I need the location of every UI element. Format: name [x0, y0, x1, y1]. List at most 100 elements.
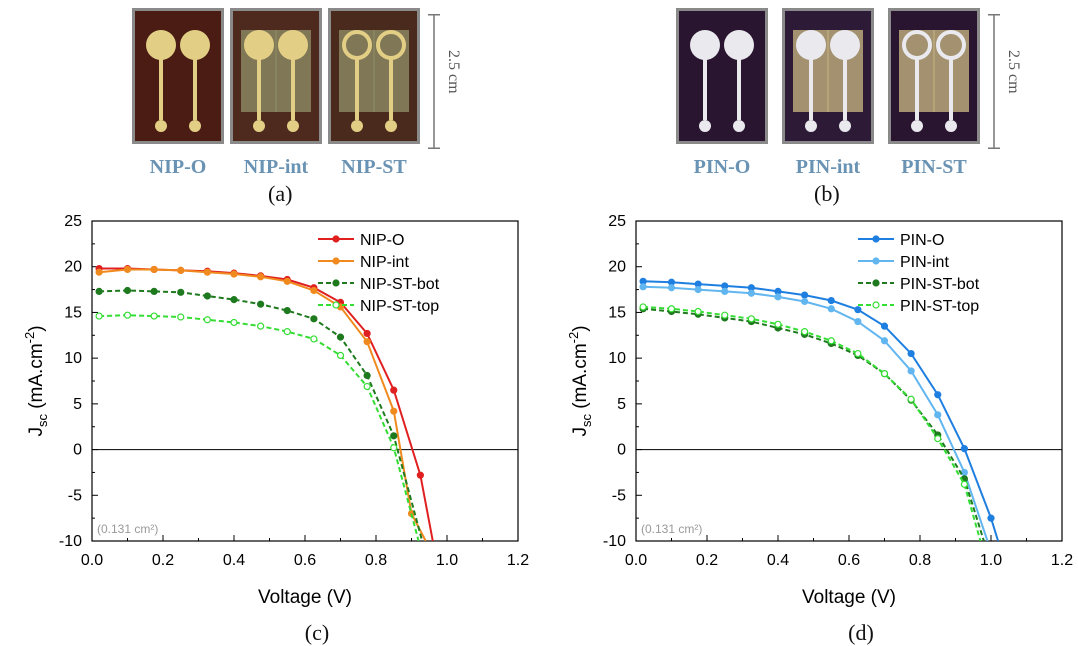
contact-tab-1 — [351, 120, 363, 132]
data-point — [336, 333, 345, 341]
contact-tab-1 — [699, 120, 711, 132]
series-nip-st-bot — [95, 286, 424, 541]
panel-label: (c) — [305, 620, 329, 645]
y-tick-label: -10 — [603, 533, 626, 550]
data-point — [854, 306, 862, 314]
data-point — [177, 313, 185, 321]
y-tick-label: 25 — [608, 213, 626, 230]
data-point — [934, 411, 942, 419]
legend-marker — [332, 279, 340, 287]
contact-lead-1 — [915, 58, 919, 120]
data-point — [123, 286, 132, 295]
data-point — [336, 351, 345, 359]
data-point — [257, 300, 265, 308]
series-line — [643, 305, 982, 541]
data-point — [854, 317, 862, 326]
series-pin-o — [639, 277, 1000, 541]
legend-marker — [872, 301, 880, 309]
data-point — [721, 287, 729, 295]
series-line — [643, 285, 989, 541]
contact-tab-2 — [189, 120, 201, 132]
x-axis-title: Voltage (V) — [258, 587, 352, 608]
sample-label-pin-int: PIN-int — [795, 156, 861, 178]
legend-marker — [872, 257, 880, 265]
data-point — [203, 316, 211, 324]
data-point — [747, 289, 755, 297]
data-point — [960, 468, 968, 477]
series-pin-int — [639, 283, 989, 541]
contact-tab-2 — [287, 120, 299, 132]
plot-frame — [635, 220, 1063, 542]
data-point — [363, 371, 371, 380]
contact-pad-1 — [244, 30, 274, 60]
contact-lead-2 — [843, 58, 847, 120]
data-point — [880, 370, 889, 378]
x-tick-label: 0.0 — [81, 552, 103, 569]
contact-lead-2 — [291, 58, 295, 120]
data-point — [854, 349, 862, 358]
data-point — [257, 273, 265, 281]
y-tick-label: 0 — [73, 442, 82, 459]
contact-tab-2 — [945, 120, 957, 132]
data-point — [203, 268, 211, 276]
sample-photo-pin-o — [676, 8, 768, 144]
y-tick-label: 10 — [64, 350, 82, 367]
data-point — [230, 296, 238, 304]
contact-tab-1 — [805, 120, 817, 132]
data-point — [230, 318, 238, 327]
chart-panel-c: 0.0 0.2 0.4 0.6 0.8 1.0 1.2 -10 -5 0 5 10 15 20 25 Volt… — [22, 213, 529, 645]
data-point — [934, 391, 942, 399]
contact-pad-1 — [796, 30, 826, 60]
legend-marker — [332, 235, 340, 243]
contact-lead-1 — [159, 58, 163, 120]
contact-lead-2 — [389, 58, 393, 120]
data-point — [310, 315, 318, 323]
y-axis-title: Jsc (mA.cm-2) — [566, 325, 594, 436]
y-tick-label: 15 — [64, 304, 82, 321]
legend-label: NIP-ST-top — [360, 298, 439, 315]
data-point — [907, 367, 915, 375]
contact-lead-2 — [193, 58, 197, 120]
data-point — [694, 285, 702, 294]
contact-pad-1 — [146, 30, 176, 60]
contact-lead-1 — [809, 58, 813, 120]
legend-label: PIN-ST-top — [900, 298, 979, 315]
data-point — [203, 292, 211, 300]
legend-label: NIP-ST-bot — [360, 276, 440, 293]
data-point — [310, 335, 318, 343]
legend-marker — [332, 301, 340, 309]
y-tick-label: 5 — [617, 396, 626, 413]
contact-tab-2 — [385, 120, 397, 132]
chart-panel-d: 0.0 0.2 0.4 0.6 0.8 1.0 1.2 -10 -5 0 5 10 15 20 25 Volt… — [566, 213, 1073, 645]
data-point — [390, 444, 398, 452]
data-point — [639, 303, 647, 311]
y-tick-label: 25 — [64, 213, 82, 230]
legend-marker — [872, 235, 880, 243]
x-tick-label: 1.0 — [980, 552, 1002, 569]
contact-tab-1 — [155, 120, 167, 132]
y-tick-label: 15 — [608, 304, 626, 321]
contact-pad-2 — [180, 30, 210, 60]
contact-pad-2 — [724, 30, 754, 60]
data-point — [667, 284, 676, 292]
data-point — [230, 270, 238, 278]
contact-lead-1 — [703, 58, 707, 120]
x-tick-label: 0.4 — [223, 552, 245, 569]
data-point — [827, 305, 835, 313]
data-point — [801, 328, 809, 336]
x-tick-label: 1.0 — [436, 552, 458, 569]
y-tick-label: 20 — [64, 259, 82, 276]
y-tick-label: -10 — [59, 533, 82, 550]
x-tick-label: 0.8 — [909, 552, 931, 569]
sample-label-nip-st: NIP-ST — [341, 156, 407, 178]
data-point — [694, 307, 702, 316]
contact-tab-2 — [733, 120, 745, 132]
data-point — [747, 315, 755, 323]
data-point — [283, 328, 291, 336]
scale-bar-left: 2.5 cm — [424, 14, 462, 149]
data-point — [95, 268, 103, 276]
contact-lead-2 — [737, 58, 741, 120]
panel-label-b: (b) — [814, 181, 840, 206]
data-point — [721, 311, 729, 319]
y-tick-label: 10 — [608, 350, 626, 367]
